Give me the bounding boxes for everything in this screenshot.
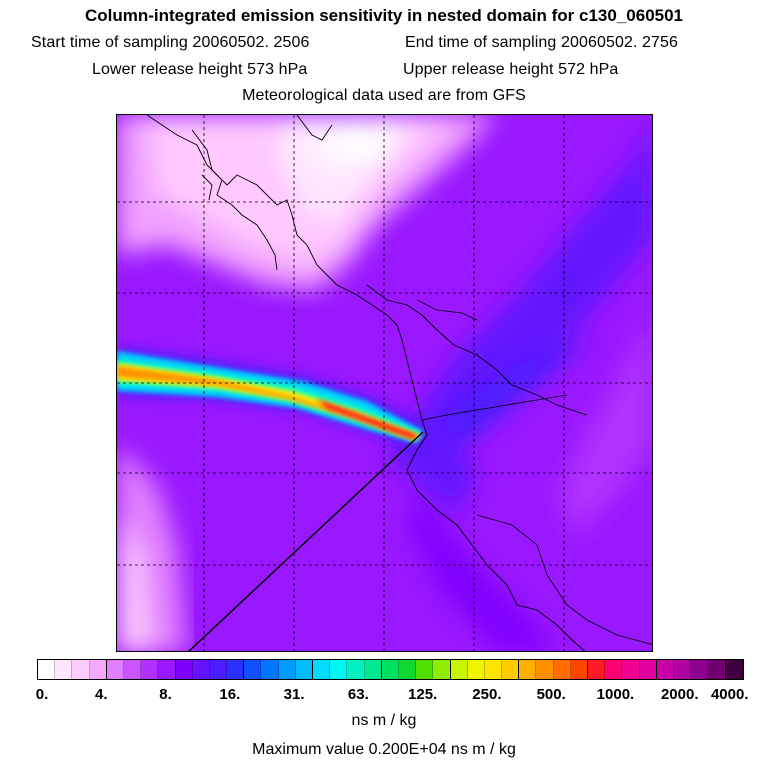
color-scale-segment bbox=[398, 660, 417, 679]
color-scale-segment bbox=[123, 660, 142, 679]
color-scale-segment bbox=[519, 660, 537, 679]
color-scale-segment bbox=[364, 660, 382, 679]
emission-plume bbox=[117, 347, 423, 447]
color-scale-tick-label: 31. bbox=[283, 686, 305, 703]
color-scale-segment bbox=[536, 660, 554, 679]
southwest-low-region bbox=[117, 445, 187, 651]
color-scale-tick-label: 125. bbox=[408, 686, 438, 703]
color-scale-segment bbox=[708, 660, 726, 679]
color-scale-segment bbox=[673, 660, 692, 679]
color-scale-segment bbox=[55, 660, 73, 679]
color-scale-segment bbox=[313, 660, 331, 679]
color-scale-segment bbox=[141, 660, 159, 679]
map-panel bbox=[116, 114, 653, 652]
plume-orange bbox=[117, 366, 419, 439]
maximum-value-label: Maximum value 0.200E+04 ns m / kg bbox=[252, 741, 516, 758]
color-scale-segment bbox=[570, 660, 588, 679]
upper-release-height-label: Upper release height 572 hPa bbox=[403, 61, 619, 78]
color-scale-segment bbox=[588, 660, 606, 679]
color-scale-tick-label: 500. bbox=[536, 686, 566, 703]
color-scale-tick-label: 4000. bbox=[710, 686, 749, 703]
color-scale-segment bbox=[656, 660, 674, 679]
color-scale-segment bbox=[416, 660, 434, 679]
color-scale-segment bbox=[192, 660, 210, 679]
sensitivity-map bbox=[117, 115, 652, 651]
color-scale-segment bbox=[450, 660, 468, 679]
color-scale-segment bbox=[553, 660, 571, 679]
end-time-label: End time of sampling 20060502. 2756 bbox=[405, 34, 679, 51]
color-scale-bar bbox=[37, 659, 744, 680]
color-scale-segment bbox=[725, 660, 743, 679]
color-scale-segment bbox=[158, 660, 176, 679]
color-scale-segment bbox=[467, 660, 485, 679]
color-scale-tick-label: 2000. bbox=[660, 686, 699, 703]
color-scale-tick-label: 16. bbox=[219, 686, 241, 703]
color-scale-segment bbox=[244, 660, 262, 679]
color-scale-segment bbox=[330, 660, 348, 679]
color-scale-tick-label: 250. bbox=[472, 686, 502, 703]
plume-core bbox=[317, 399, 417, 439]
met-data-label: Meteorological data used are from GFS bbox=[242, 87, 526, 104]
color-scale-segment bbox=[502, 660, 520, 679]
color-scale-segment bbox=[209, 660, 228, 679]
color-scale-segment bbox=[381, 660, 399, 679]
color-scale-tick-label: 4. bbox=[95, 686, 108, 703]
color-scale-segment bbox=[89, 660, 107, 679]
release-trajectory-line bbox=[188, 431, 424, 651]
color-scale-tick-label: 8. bbox=[159, 686, 172, 703]
plot-title: Column-integrated emission sensitivity i… bbox=[84, 6, 684, 25]
lower-release-height-label: Lower release height 573 hPa bbox=[92, 61, 308, 78]
color-scale-tick-labels: 0. 4. 8. 16. 31. 63. 125. 250. 500. 1000. 2000. 400… bbox=[0, 686, 768, 706]
coastlines bbox=[146, 115, 586, 651]
color-scale-segment bbox=[227, 660, 245, 679]
color-scale-segment bbox=[38, 660, 56, 679]
color-scale-segment bbox=[295, 660, 313, 679]
borders bbox=[416, 299, 652, 645]
color-scale-segment bbox=[261, 660, 279, 679]
color-scale-tick-label: 1000. bbox=[596, 686, 635, 703]
color-scale-segment bbox=[484, 660, 503, 679]
color-scale-segment bbox=[639, 660, 657, 679]
color-scale-segment bbox=[72, 660, 90, 679]
units-label: ns m / kg bbox=[351, 712, 417, 729]
color-scale-segment bbox=[278, 660, 296, 679]
color-scale-tick-label: 63. bbox=[347, 686, 369, 703]
color-scale-segment bbox=[622, 660, 640, 679]
color-scale-segment bbox=[433, 660, 451, 679]
color-scale-segment bbox=[347, 660, 365, 679]
color-scale-segment bbox=[106, 660, 124, 679]
color-scale-segment bbox=[605, 660, 623, 679]
color-scale-segment bbox=[691, 660, 709, 679]
low-sensitivity-region bbox=[117, 115, 497, 290]
color-scale-segment bbox=[175, 660, 193, 679]
color-scale-tick-label: 0. bbox=[35, 686, 49, 703]
start-time-label: Start time of sampling 20060502. 2506 bbox=[31, 34, 310, 51]
